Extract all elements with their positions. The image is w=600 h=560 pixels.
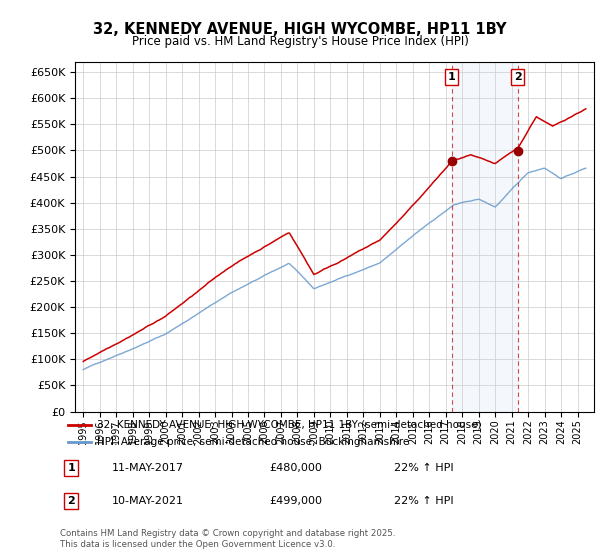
- Text: Contains HM Land Registry data © Crown copyright and database right 2025.
This d: Contains HM Land Registry data © Crown c…: [60, 529, 395, 549]
- Text: 32, KENNEDY AVENUE, HIGH WYCOMBE, HP11 1BY (semi-detached house): 32, KENNEDY AVENUE, HIGH WYCOMBE, HP11 1…: [97, 420, 481, 430]
- Text: 10-MAY-2021: 10-MAY-2021: [112, 496, 184, 506]
- Text: 32, KENNEDY AVENUE, HIGH WYCOMBE, HP11 1BY: 32, KENNEDY AVENUE, HIGH WYCOMBE, HP11 1…: [93, 22, 507, 38]
- Text: £499,000: £499,000: [269, 496, 322, 506]
- Text: 22% ↑ HPI: 22% ↑ HPI: [394, 496, 454, 506]
- Text: HPI: Average price, semi-detached house, Buckinghamshire: HPI: Average price, semi-detached house,…: [97, 437, 409, 447]
- Text: £480,000: £480,000: [269, 463, 322, 473]
- Bar: [452, 62, 518, 412]
- Text: Price paid vs. HM Land Registry's House Price Index (HPI): Price paid vs. HM Land Registry's House …: [131, 35, 469, 48]
- Text: 22% ↑ HPI: 22% ↑ HPI: [394, 463, 454, 473]
- Text: 11-MAY-2017: 11-MAY-2017: [112, 463, 184, 473]
- Text: 1: 1: [68, 463, 76, 473]
- Text: 2: 2: [68, 496, 76, 506]
- Text: 1: 1: [448, 72, 455, 82]
- Text: 2: 2: [514, 72, 521, 82]
